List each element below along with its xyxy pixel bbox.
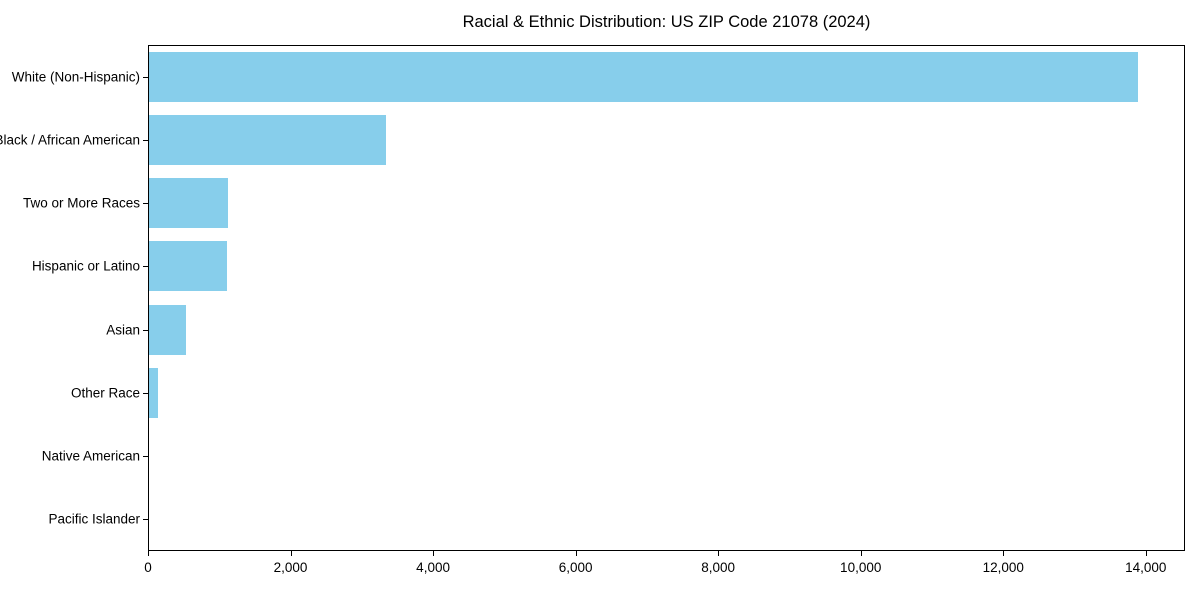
y-tick [143,456,148,458]
x-tick [718,551,720,556]
y-tick [143,139,148,141]
bar [149,304,187,355]
y-tick [143,266,148,268]
bar [149,367,159,418]
y-tick [143,329,148,331]
y-tick [143,519,148,521]
x-tick-label: 6,000 [558,560,593,575]
y-tick [143,203,148,205]
y-tick-label: Two or More Races [22,195,140,211]
plot-area [148,45,1185,551]
x-tick-label: 2,000 [273,560,308,575]
x-tick-label: 12,000 [982,560,1024,575]
y-tick-label: Hispanic or Latino [31,258,140,274]
bar [149,51,1138,102]
bar [149,241,227,292]
y-tick-label: Other Race [70,385,140,401]
x-tick [1145,551,1147,556]
x-tick-label: 8,000 [701,560,736,575]
x-tick [860,551,862,556]
x-tick-label: 10,000 [840,560,882,575]
y-tick-label: Pacific Islander [48,511,140,527]
y-tick-label: Black / African American [0,132,140,148]
x-tick [1003,551,1005,556]
chart-title: Racial & Ethnic Distribution: US ZIP Cod… [462,13,871,31]
x-tick [148,551,149,556]
x-tick [290,551,292,556]
y-tick [143,76,148,78]
x-tick [433,551,435,556]
bar [149,114,386,165]
bar [149,178,229,229]
x-tick [575,551,577,556]
y-tick [143,392,148,394]
x-tick-label: 0 [144,560,152,575]
x-tick-label: 14,000 [1125,560,1167,575]
y-tick-label: Asian [106,322,140,338]
y-tick-label: White (Non-Hispanic) [11,69,140,85]
x-tick-label: 4,000 [416,560,450,575]
y-tick-label: Native American [41,448,140,464]
